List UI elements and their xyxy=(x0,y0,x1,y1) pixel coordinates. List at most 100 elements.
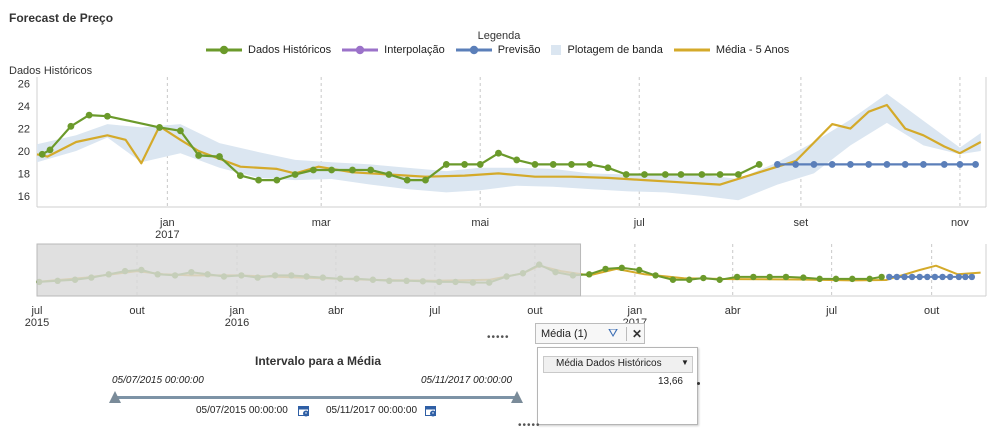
legend-dot-swatch xyxy=(469,45,478,55)
navigator-data-point xyxy=(782,273,790,281)
data-point xyxy=(586,161,594,168)
legend-dot-swatch xyxy=(355,45,365,55)
navigator-data-point xyxy=(968,273,976,281)
data-point xyxy=(85,111,93,119)
data-point xyxy=(442,161,450,168)
data-point xyxy=(883,161,891,168)
data-point xyxy=(604,164,612,172)
navigator-data-point xyxy=(886,273,893,281)
navigator-data-point xyxy=(669,276,677,283)
data-point xyxy=(236,172,244,180)
series-line xyxy=(36,103,982,186)
date-to-field[interactable]: 05/11/2017 00:00:00 xyxy=(326,405,418,416)
resize-handle-right[interactable] xyxy=(697,382,700,385)
band-area xyxy=(37,93,981,201)
navigator-x-tick-label: jul xyxy=(30,305,42,317)
dropdown-arrow-icon[interactable]: ▼ xyxy=(681,358,689,367)
data-point xyxy=(255,176,263,184)
legend-item[interactable]: Dados Históricos xyxy=(205,44,331,56)
navigator-x-tick-label: out xyxy=(527,305,542,317)
mean-value: 13,66 xyxy=(657,376,683,387)
legend-item-label: Interpolação xyxy=(384,44,445,56)
navigator-chart[interactable]: jul2015outjan2016abrjuloutjan2017abrjulo… xyxy=(0,0,998,340)
data-point xyxy=(698,171,706,178)
navigator-data-point xyxy=(816,275,823,283)
data-point xyxy=(549,161,557,168)
navigator-data-point xyxy=(636,266,643,274)
data-point xyxy=(677,171,685,178)
navigator-selection-mask[interactable] xyxy=(36,243,582,297)
data-point xyxy=(755,161,763,168)
data-point xyxy=(195,152,203,159)
range-slider-track[interactable] xyxy=(114,396,518,399)
navigator-x-tick-label: abr xyxy=(328,305,344,317)
mean-panel-tab-label: Média (1) xyxy=(541,327,588,340)
data-point xyxy=(67,122,75,130)
chart-legend: Dados Históricos Interpolação Previsão Plot… xyxy=(205,43,799,57)
date-from-field[interactable]: 05/07/2015 00:00:00 xyxy=(196,405,288,416)
navigator-data-point xyxy=(908,273,916,281)
navigator-data-point xyxy=(939,273,946,281)
data-point xyxy=(461,161,468,168)
calendar-icon[interactable] xyxy=(425,405,437,417)
data-point xyxy=(476,161,484,168)
data-point xyxy=(291,171,299,178)
navigator-x-tick-label: jan xyxy=(627,305,643,317)
resize-handle-bottom[interactable]: ••••• xyxy=(518,420,541,431)
x-tick-label: set xyxy=(794,217,809,229)
navigator-data-point xyxy=(962,273,969,281)
legend-item[interactable]: Plotagem de banda xyxy=(550,44,663,56)
navigator-data-point xyxy=(602,265,609,273)
x-tick-label: nov xyxy=(951,217,969,229)
legend-item-label: Média - 5 Anos xyxy=(715,44,790,56)
data-point xyxy=(38,150,46,158)
data-point xyxy=(422,176,429,184)
legend-box-swatch xyxy=(551,45,562,55)
navigator-data-point xyxy=(750,273,757,281)
navigator-data-point xyxy=(849,275,856,283)
navigator-data-point xyxy=(733,273,741,281)
navigator-data-point xyxy=(700,274,707,282)
navigator-x-tick-label: jan xyxy=(229,305,245,317)
navigator-data-point xyxy=(586,271,593,278)
data-point xyxy=(46,146,54,154)
data-point xyxy=(367,166,375,174)
mean-panel-tab[interactable]: Média (1) ⛛ ✕ xyxy=(535,323,645,344)
navigator-data-point xyxy=(716,276,723,283)
navigator-data-point xyxy=(893,273,901,281)
filter-icon[interactable]: ⛛ xyxy=(607,326,619,340)
navigator-x-tick-label: out xyxy=(924,305,939,317)
mean-column-header[interactable]: Média Dados Históricos ▼ xyxy=(543,356,693,373)
navigator-x-tick-label: out xyxy=(129,305,144,317)
data-point xyxy=(273,176,281,184)
tab-divider xyxy=(626,326,627,341)
close-icon[interactable]: ✕ xyxy=(631,326,643,341)
data-point xyxy=(774,161,781,168)
legend-marker-icon xyxy=(455,45,492,55)
range-slider-end-handle[interactable] xyxy=(511,391,523,403)
range-end-label: 05/11/2017 00:00:00 xyxy=(421,375,513,386)
data-point xyxy=(513,156,521,164)
navigator-x-tick-year-label: 2016 xyxy=(225,317,249,329)
data-point xyxy=(403,176,411,184)
data-point xyxy=(940,161,948,168)
data-point xyxy=(568,161,575,168)
navigator-data-point xyxy=(652,272,659,279)
legend-item[interactable]: Interpolação xyxy=(341,44,445,56)
range-slider-start-handle[interactable] xyxy=(109,391,121,403)
data-point xyxy=(661,171,669,178)
data-point xyxy=(847,161,854,168)
data-point xyxy=(309,166,317,174)
average-range-title: Intervalo para a Média xyxy=(255,354,382,368)
legend-title: Legenda xyxy=(477,30,521,42)
legend-item[interactable]: Média - 5 Anos xyxy=(673,44,789,56)
data-point xyxy=(495,149,502,157)
navigator-data-point xyxy=(901,273,908,281)
data-point xyxy=(622,171,630,178)
y-tick-label: 26 xyxy=(18,79,30,91)
calendar-icon[interactable] xyxy=(298,405,310,417)
legend-item[interactable]: Previsão xyxy=(455,44,540,56)
navigator-data-point xyxy=(878,273,885,281)
resize-handle-top[interactable]: ••••• xyxy=(487,332,510,343)
